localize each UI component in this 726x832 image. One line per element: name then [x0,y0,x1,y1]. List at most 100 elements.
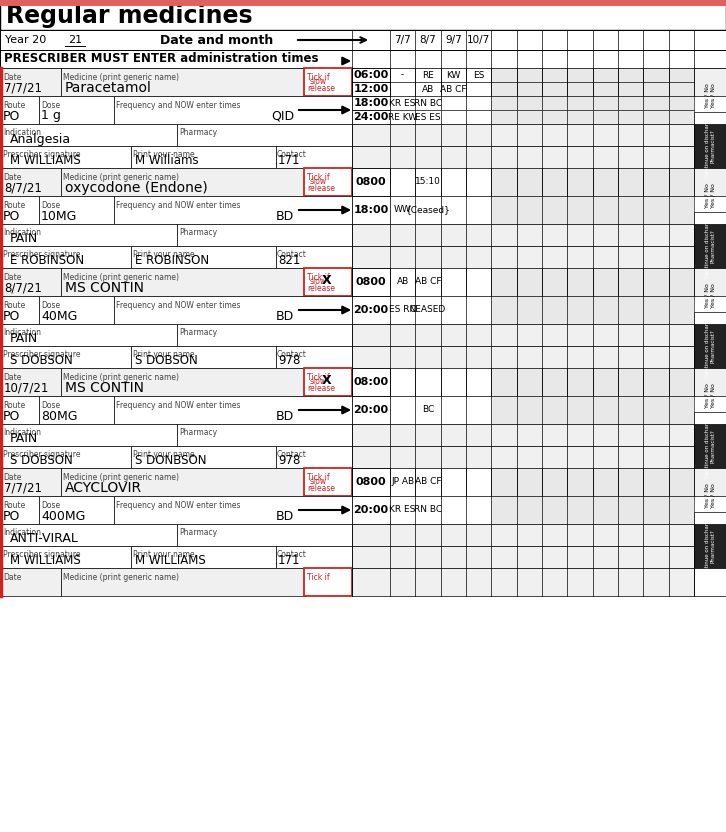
Bar [669,396,694,424]
Bar [592,396,618,424]
Bar [694,512,726,568]
Bar [1,396,39,424]
Bar [276,146,353,168]
Bar [618,496,643,524]
Text: PAIN: PAIN [10,232,38,245]
Bar [592,496,618,524]
Bar [592,296,618,324]
Text: S DONBSON: S DONBSON [135,454,206,468]
Text: 40MG: 40MG [41,310,78,323]
Bar [415,396,441,424]
Bar [131,546,276,568]
Bar [669,268,694,296]
Text: ACYCLOVIR: ACYCLOVIR [65,481,142,495]
Bar [466,268,492,296]
Bar [618,96,643,110]
Bar [669,168,694,196]
Bar [390,168,415,196]
Bar [352,324,694,346]
Text: RE: RE [422,71,434,80]
Bar [517,196,542,224]
Bar [694,124,726,168]
Bar [390,296,415,324]
Bar [1,446,131,468]
Text: Tick if: Tick if [307,573,330,582]
Text: 10MG: 10MG [41,210,78,222]
Bar [415,82,441,96]
Bar [276,446,353,468]
Bar [492,110,517,124]
Text: PO: PO [3,210,20,222]
Bar [567,196,592,224]
Bar [643,196,669,224]
Text: 10/7/21: 10/7/21 [4,382,49,394]
Bar [1,346,131,368]
Bar [618,468,643,496]
Bar [352,68,390,82]
Bar [441,496,466,524]
Bar [352,146,694,168]
Bar [592,96,618,110]
Text: 8/7/21: 8/7/21 [4,281,42,295]
Text: Contact: Contact [277,550,307,559]
Text: ES: ES [473,71,484,80]
Text: {Ceased}: {Ceased} [406,206,450,215]
Text: Pharmacy: Pharmacy [179,228,217,237]
Text: Yes / No
Yes / No: Yes / No Yes / No [705,83,715,108]
Bar [1,546,131,568]
Bar [114,396,353,424]
Bar [390,468,415,496]
Text: ES ES: ES ES [415,112,441,121]
Bar [352,568,694,596]
Bar [352,396,390,424]
Text: Yes / No
Yes / No: Yes / No Yes / No [705,184,715,209]
Text: Continue on discharge?
Pharmacist?: Continue on discharge? Pharmacist? [705,314,715,379]
Bar [441,368,466,396]
Text: -: - [401,71,404,80]
Bar [567,396,592,424]
Bar [61,368,305,396]
Text: 8/7: 8/7 [420,35,436,45]
Bar [542,396,567,424]
Bar [1,96,39,124]
Text: CEASED: CEASED [410,305,446,314]
Bar [390,268,415,296]
Bar [466,468,492,496]
Text: RN BC: RN BC [414,506,442,514]
Bar [352,268,726,296]
Bar [694,324,726,368]
Bar [1,324,177,346]
Bar [542,468,567,496]
Bar [517,168,542,196]
Bar [542,368,567,396]
Text: release: release [307,384,335,393]
Bar [441,268,466,296]
Bar [492,68,517,82]
Bar [352,110,390,124]
Text: Yes / No
Yes / No: Yes / No Yes / No [705,284,715,309]
Bar [542,82,567,96]
Bar [492,468,517,496]
Text: 15:10: 15:10 [415,177,441,186]
Bar [466,196,492,224]
Text: Tick if: Tick if [307,173,330,182]
Text: Pharmacy: Pharmacy [179,428,217,437]
Bar [542,168,567,196]
Bar [618,296,643,324]
Bar [352,524,694,546]
Bar [352,168,726,196]
Bar [352,224,694,246]
Bar [669,96,694,110]
Bar [517,110,542,124]
Text: Medicine (print generic name): Medicine (print generic name) [63,373,179,382]
Text: Contact: Contact [277,150,307,159]
Bar [542,68,567,82]
Text: Indication: Indication [3,428,41,437]
Bar [592,468,618,496]
Bar [352,82,390,96]
Text: Date: Date [3,273,21,282]
Text: ES RN: ES RN [389,305,416,314]
Text: Date: Date [3,373,21,382]
Bar [517,68,542,82]
Text: BD: BD [276,509,294,522]
